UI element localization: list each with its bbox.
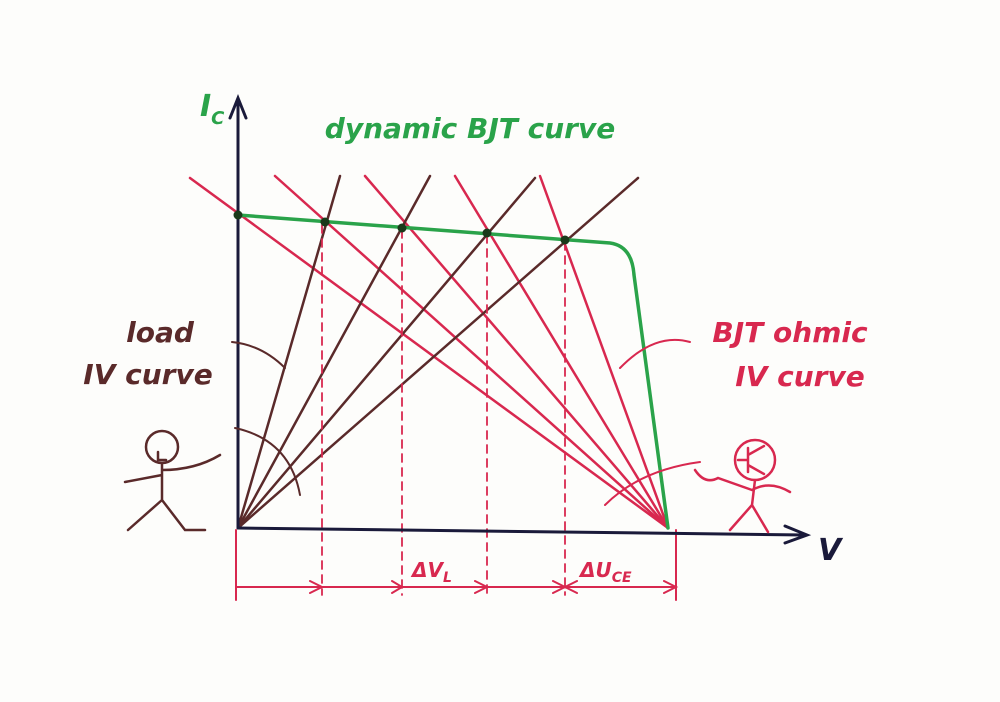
dashed-lines [321,224,566,596]
drawing [123,93,812,601]
dynamic-curve [236,213,670,530]
ohmic-label: IV curve [735,360,864,393]
axes [228,93,812,545]
dynamic-curve-label: dynamic BJT curve [325,112,615,145]
delta-vl-label: ΔVL [410,558,452,586]
ohmic-lines [188,174,670,530]
delta-uce-label: ΔUCE [578,558,632,586]
ohmic-arrow [604,461,701,506]
load-label: load [126,316,195,349]
y-axis-label: IC [200,89,225,129]
x-axis-label: V [818,533,844,568]
ohmic-label: BJT ohmic [712,316,868,349]
points [233,210,570,245]
load-figure [123,429,222,532]
load-pointer [231,341,286,369]
measures [235,529,679,601]
load-arrow [234,427,301,496]
bjt-figure [693,438,792,534]
ohmic-pointer [619,338,691,369]
load-label: IV curve [83,358,212,391]
